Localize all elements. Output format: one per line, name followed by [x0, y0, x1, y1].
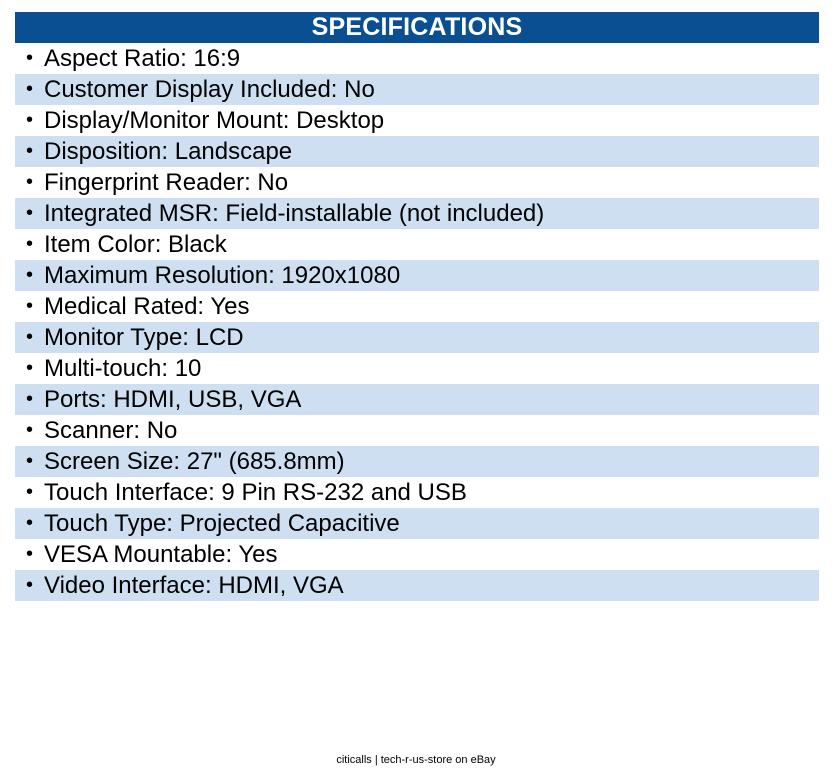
spec-row: • Monitor Type: LCD: [15, 322, 819, 353]
spec-row: • Integrated MSR: Field-installable (not …: [15, 198, 819, 229]
spec-row: • Item Color: Black: [15, 229, 819, 260]
spec-text: Monitor Type: LCD: [44, 324, 244, 351]
spec-row: • Touch Type: Projected Capacitive: [15, 508, 819, 539]
spec-row: • Maximum Resolution: 1920x1080: [15, 260, 819, 291]
bullet-icon: •: [25, 574, 33, 596]
spec-text: Fingerprint Reader: No: [44, 169, 289, 196]
bullet-icon: •: [25, 388, 33, 410]
bullet-icon: •: [25, 109, 33, 131]
spec-text: Video Interface: HDMI, VGA: [44, 572, 344, 599]
spec-text: Display/Monitor Mount: Desktop: [44, 107, 385, 134]
spec-text: Touch Type: Projected Capacitive: [44, 510, 400, 537]
bullet-icon: •: [25, 202, 33, 224]
spec-row: • Screen Size: 27" (685.8mm): [15, 446, 819, 477]
bullet-icon: •: [25, 512, 33, 534]
bullet-icon: •: [25, 326, 33, 348]
spec-row: • Aspect Ratio: 16:9: [15, 43, 819, 74]
spec-text: Aspect Ratio: 16:9: [44, 45, 241, 72]
bullet-icon: •: [25, 450, 33, 472]
spec-row: • VESA Mountable: Yes: [15, 539, 819, 570]
spec-row: • Touch Interface: 9 Pin RS-232 and USB: [15, 477, 819, 508]
specifications-list: • Aspect Ratio: 16:9 • Customer Display In…: [15, 43, 819, 601]
spec-text: Customer Display Included: No: [44, 76, 375, 103]
spec-row: • Multi-touch: 10: [15, 353, 819, 384]
bullet-icon: •: [25, 171, 33, 193]
spec-row: • Ports: HDMI, USB, VGA: [15, 384, 819, 415]
spec-row: • Customer Display Included: No: [15, 74, 819, 105]
spec-text: Touch Interface: 9 Pin RS-232 and USB: [44, 479, 467, 506]
spec-text: Screen Size: 27" (685.8mm): [44, 448, 345, 475]
spec-row: • Video Interface: HDMI, VGA: [15, 570, 819, 601]
spec-text: Multi-touch: 10: [44, 355, 202, 382]
bullet-icon: •: [25, 543, 33, 565]
spec-row: • Disposition: Landscape: [15, 136, 819, 167]
bullet-icon: •: [25, 140, 33, 162]
spec-row: • Medical Rated: Yes: [15, 291, 819, 322]
spec-row: • Display/Monitor Mount: Desktop: [15, 105, 819, 136]
bullet-icon: •: [25, 78, 33, 100]
bullet-icon: •: [25, 295, 33, 317]
bullet-icon: •: [25, 481, 33, 503]
spec-row: • Fingerprint Reader: No: [15, 167, 819, 198]
spec-text: Item Color: Black: [44, 231, 227, 258]
spec-text: Medical Rated: Yes: [44, 293, 250, 320]
bullet-icon: •: [25, 357, 33, 379]
spec-row: • Scanner: No: [15, 415, 819, 446]
bullet-icon: •: [25, 47, 33, 69]
footer-credit: citicalls | tech-r-us-store on eBay: [336, 754, 496, 766]
specifications-header: SPECIFICATIONS: [15, 12, 819, 43]
bullet-icon: •: [25, 233, 33, 255]
spec-text: Ports: HDMI, USB, VGA: [44, 386, 302, 413]
spec-text: Scanner: No: [44, 417, 178, 444]
bullet-icon: •: [25, 419, 33, 441]
spec-text: Maximum Resolution: 1920x1080: [44, 262, 401, 289]
spec-text: Integrated MSR: Field-installable (not i…: [44, 200, 545, 227]
spec-text: VESA Mountable: Yes: [44, 541, 278, 568]
specifications-panel: SPECIFICATIONS • Aspect Ratio: 16:9 • Cust…: [15, 12, 819, 601]
bullet-icon: •: [25, 264, 33, 286]
spec-text: Disposition: Landscape: [44, 138, 293, 165]
